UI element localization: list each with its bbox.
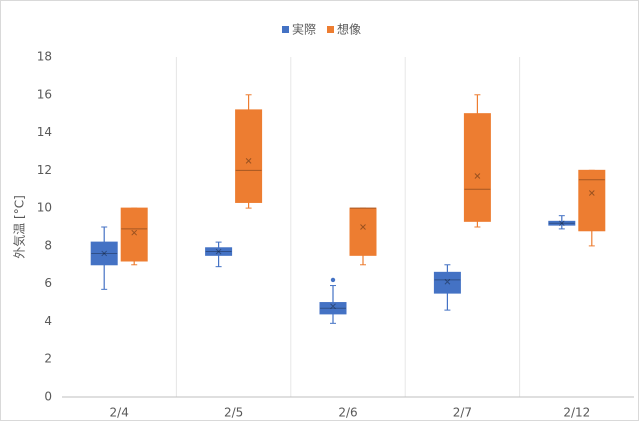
mean-marker [215,248,222,255]
box [235,109,263,203]
legend-label: 想像 [337,22,361,37]
y-tick-label: 12 [37,163,52,177]
mean-marker [360,224,366,230]
box [433,271,461,294]
legend-label: 実際 [292,22,316,37]
legend-swatch [282,26,289,33]
mean-marker [101,250,108,257]
legend-swatch [327,26,334,33]
outlier [330,277,336,283]
mean-marker [558,220,565,227]
x-tick-label: 2/7 [453,406,472,420]
x-tick-label: 2/6 [338,406,357,420]
y-tick-label: 2 [44,352,52,366]
mean-marker [330,303,336,310]
box [120,207,148,262]
y-tick-label: 6 [44,276,52,290]
y-tick-label: 14 [37,125,52,139]
box [578,169,606,232]
x-tick-label: 2/4 [110,406,129,420]
y-tick-label: 16 [37,87,52,101]
box [319,302,347,315]
y-tick-label: 18 [37,50,52,64]
y-tick-label: 8 [44,238,52,252]
box [548,220,576,226]
box [90,241,118,266]
box [349,207,377,256]
x-tick-label: 2/12 [563,406,590,420]
mean-marker [131,229,138,236]
x-tick-label: 2/5 [224,406,243,420]
mean-marker [444,278,451,285]
y-tick-label: 4 [44,314,52,328]
box [205,247,233,256]
y-tick-label: 0 [44,390,52,404]
y-axis-label: 外気温 [°C] [12,195,27,259]
mean-marker [474,173,481,179]
mean-marker [588,190,595,196]
y-tick-label: 10 [37,201,52,215]
mean-marker [245,158,252,164]
box [463,113,491,222]
